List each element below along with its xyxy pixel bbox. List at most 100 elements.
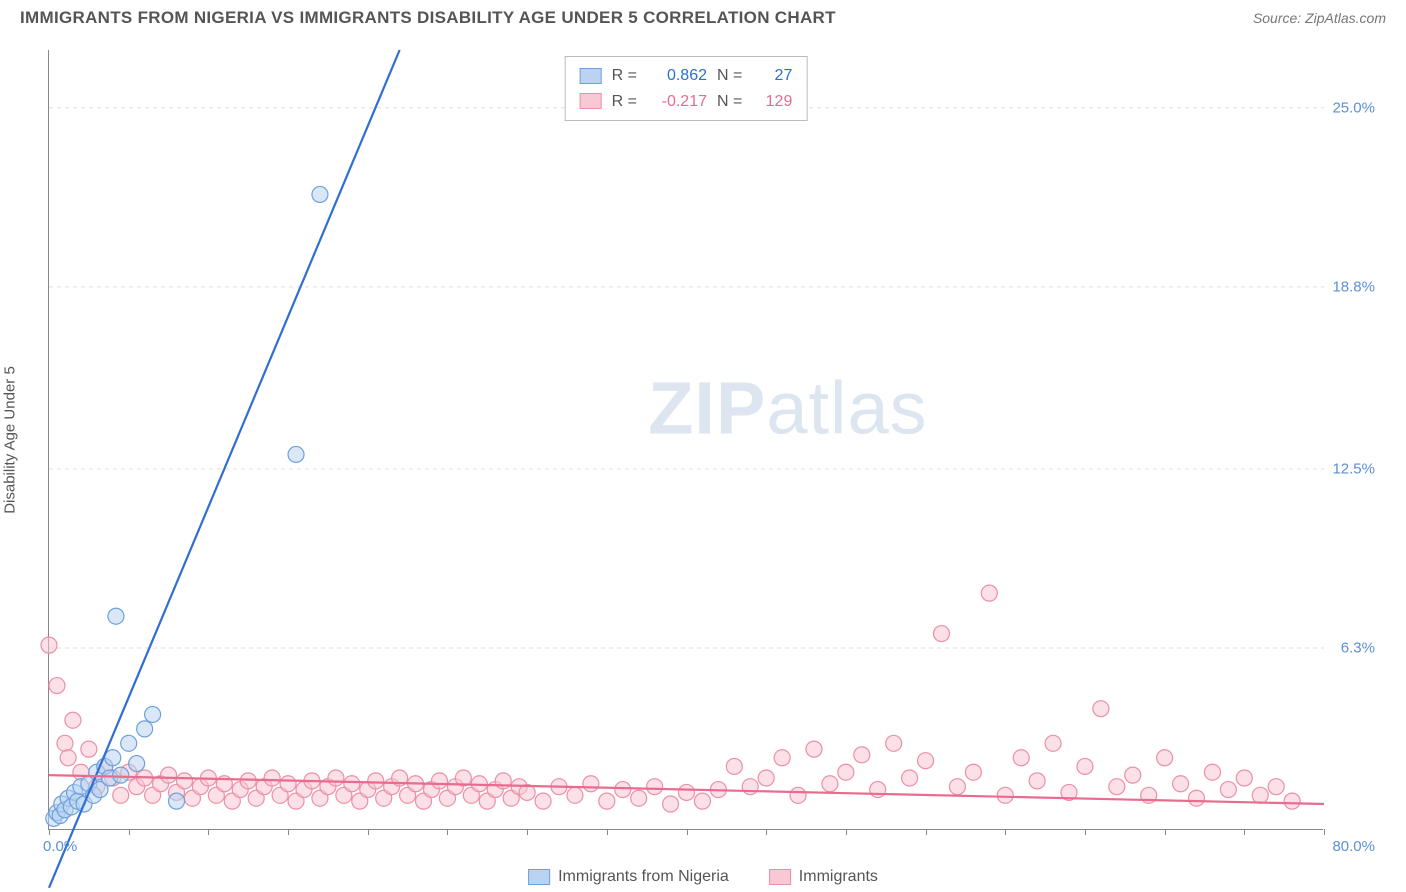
- data-point: [694, 793, 710, 809]
- x-axis-origin-label: 0.0%: [43, 838, 77, 855]
- x-tick: [49, 829, 50, 835]
- data-point: [113, 767, 129, 783]
- data-point: [121, 735, 137, 751]
- data-point: [1284, 793, 1300, 809]
- data-point: [1252, 787, 1268, 803]
- data-point: [918, 753, 934, 769]
- data-point: [105, 750, 121, 766]
- plot-wrapper: Disability Age Under 5 ZIPatlas 6.3%12.5…: [48, 50, 1378, 830]
- n-value-series-0: 27: [752, 63, 792, 89]
- data-point: [145, 706, 161, 722]
- legend-label-1: Immigrants: [799, 868, 878, 886]
- data-point: [886, 735, 902, 751]
- data-point: [41, 637, 57, 653]
- y-axis-label: Disability Age Under 5: [2, 366, 19, 514]
- data-point: [368, 773, 384, 789]
- chart-svg: [49, 50, 1324, 830]
- legend-item-1: Immigrants: [769, 868, 878, 886]
- x-tick: [368, 829, 369, 835]
- data-point: [822, 776, 838, 792]
- n-label: N =: [717, 89, 742, 115]
- data-point: [176, 773, 192, 789]
- data-point: [870, 782, 886, 798]
- data-point: [1093, 701, 1109, 717]
- x-axis-max-label: 80.0%: [1332, 838, 1375, 855]
- data-point: [81, 741, 97, 757]
- y-tick-label: 18.8%: [1332, 278, 1375, 295]
- data-point: [113, 787, 129, 803]
- stats-row-series-1: R = -0.217 N = 129: [580, 89, 793, 115]
- x-tick: [926, 829, 927, 835]
- y-tick-label: 6.3%: [1341, 640, 1375, 657]
- stats-row-series-0: R = 0.862 N = 27: [580, 63, 793, 89]
- y-tick-label: 12.5%: [1332, 460, 1375, 477]
- data-point: [774, 750, 790, 766]
- x-tick: [846, 829, 847, 835]
- source-attribution: Source: ZipAtlas.com: [1253, 10, 1386, 26]
- data-point: [599, 793, 615, 809]
- data-point: [1045, 735, 1061, 751]
- data-point: [344, 776, 360, 792]
- x-tick: [288, 829, 289, 835]
- data-point: [949, 779, 965, 795]
- data-point: [280, 776, 296, 792]
- legend-label-0: Immigrants from Nigeria: [558, 868, 729, 886]
- data-point: [1029, 773, 1045, 789]
- legend-item-0: Immigrants from Nigeria: [528, 868, 729, 886]
- data-point: [1220, 782, 1236, 798]
- data-point: [49, 678, 65, 694]
- data-point: [1109, 779, 1125, 795]
- data-point: [1173, 776, 1189, 792]
- x-tick: [1085, 829, 1086, 835]
- legend-swatch-0: [528, 869, 550, 885]
- data-point: [264, 770, 280, 786]
- data-point: [431, 773, 447, 789]
- chart-title: IMMIGRANTS FROM NIGERIA VS IMMIGRANTS DI…: [20, 8, 836, 28]
- data-point: [742, 779, 758, 795]
- x-tick: [1005, 829, 1006, 835]
- data-point: [65, 712, 81, 728]
- x-tick: [687, 829, 688, 835]
- data-point: [726, 758, 742, 774]
- y-tick-label: 25.0%: [1332, 99, 1375, 116]
- data-point: [838, 764, 854, 780]
- r-label: R =: [612, 63, 637, 89]
- data-point: [137, 721, 153, 737]
- data-point: [902, 770, 918, 786]
- data-point: [1077, 758, 1093, 774]
- data-point: [328, 770, 344, 786]
- x-tick: [208, 829, 209, 835]
- data-point: [758, 770, 774, 786]
- data-point: [535, 793, 551, 809]
- legend-swatch-1: [769, 869, 791, 885]
- data-point: [981, 585, 997, 601]
- data-point: [965, 764, 981, 780]
- x-tick: [1244, 829, 1245, 835]
- data-point: [240, 773, 256, 789]
- r-value-series-1: -0.217: [647, 89, 707, 115]
- data-point: [790, 787, 806, 803]
- x-tick: [607, 829, 608, 835]
- data-point: [806, 741, 822, 757]
- data-point: [997, 787, 1013, 803]
- data-point: [57, 735, 73, 751]
- data-point: [108, 608, 124, 624]
- n-label: N =: [717, 63, 742, 89]
- data-point: [1268, 779, 1284, 795]
- data-point: [288, 446, 304, 462]
- x-tick: [527, 829, 528, 835]
- data-point: [679, 784, 695, 800]
- n-value-series-1: 129: [752, 89, 792, 115]
- x-tick: [447, 829, 448, 835]
- data-point: [663, 796, 679, 812]
- data-point: [161, 767, 177, 783]
- data-point: [934, 626, 950, 642]
- chart-header: IMMIGRANTS FROM NIGERIA VS IMMIGRANTS DI…: [0, 0, 1406, 32]
- data-point: [647, 779, 663, 795]
- data-point: [1157, 750, 1173, 766]
- swatch-series-0: [580, 68, 602, 84]
- data-point: [1204, 764, 1220, 780]
- x-tick: [1324, 829, 1325, 835]
- swatch-series-1: [580, 93, 602, 109]
- x-tick: [766, 829, 767, 835]
